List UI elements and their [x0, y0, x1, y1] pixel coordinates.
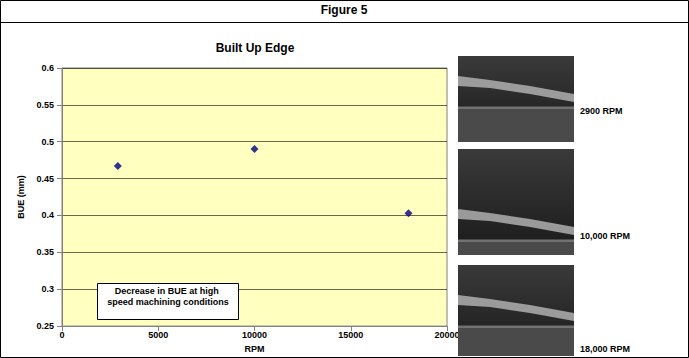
svg-text:0.45: 0.45 — [36, 174, 54, 184]
svg-text:15000: 15000 — [338, 330, 363, 340]
svg-text:10000: 10000 — [242, 330, 267, 340]
svg-text:speed machining conditions: speed machining conditions — [107, 297, 229, 307]
svg-text:0.3: 0.3 — [41, 284, 54, 294]
svg-text:0.35: 0.35 — [36, 247, 54, 257]
svg-text:Built Up Edge: Built Up Edge — [216, 41, 295, 55]
svg-text:0.25: 0.25 — [36, 321, 54, 331]
svg-text:20000: 20000 — [434, 330, 459, 340]
svg-text:2900 RPM: 2900 RPM — [580, 106, 623, 116]
svg-text:0.5: 0.5 — [41, 137, 54, 147]
svg-text:RPM: RPM — [245, 344, 265, 354]
svg-text:Figure 5: Figure 5 — [321, 3, 368, 17]
svg-text:BUE (mm): BUE (mm) — [16, 175, 26, 219]
svg-text:0.4: 0.4 — [41, 210, 54, 220]
svg-text:0: 0 — [59, 330, 64, 340]
svg-text:18,000 RPM: 18,000 RPM — [580, 344, 630, 354]
svg-text:0.55: 0.55 — [36, 100, 54, 110]
svg-text:5000: 5000 — [148, 330, 168, 340]
svg-text:0.6: 0.6 — [41, 63, 54, 73]
svg-text:10,000 RPM: 10,000 RPM — [580, 231, 630, 241]
svg-text:Decrease in BUE at high: Decrease in BUE at high — [115, 286, 222, 296]
